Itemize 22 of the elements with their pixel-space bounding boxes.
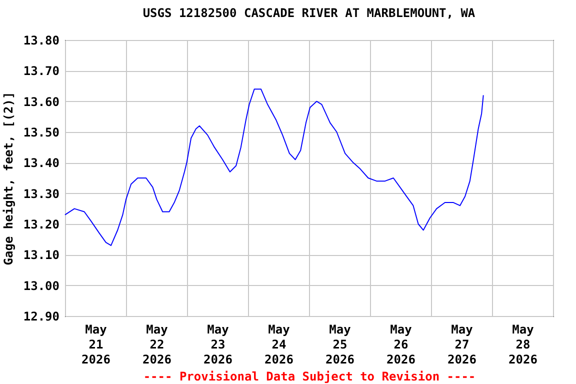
chart-title: USGS 12182500 CASCADE RIVER AT MARBLEMOUNT, WA	[142, 6, 476, 20]
y-tick-label: 13.70	[23, 64, 60, 78]
y-tick-label: 13.30	[23, 186, 60, 201]
y-tick-label: 13.10	[23, 248, 60, 262]
text: ---- Provisional Data Subject to Revision ----	[143, 370, 476, 384]
y-tick-label: 13.00	[23, 278, 60, 293]
x-tick-label: May 22 2026	[142, 322, 172, 366]
x-tick-label: May 24 2026	[264, 322, 294, 366]
x-tick-label: May 28 2026	[508, 322, 538, 366]
y-tick-label: 13.20	[23, 218, 60, 232]
y-axis-title: Gage height, feet, [(2)]	[1, 92, 16, 266]
x-tick-label: May 27 2026	[448, 322, 476, 366]
line-series	[64, 88, 484, 246]
y-tick-label: 13.80	[23, 34, 60, 48]
y-tick-label: 13.50	[23, 126, 60, 140]
x-tick-label: May 26 2026	[386, 322, 416, 366]
y-tick-label: 12.90	[23, 310, 60, 324]
x-tick-label: May 25 2026	[326, 322, 354, 366]
x-tick-label: May 23 2026	[204, 322, 232, 366]
y-tick-label: 13.60	[23, 94, 60, 109]
y-tick-label: 13.40	[23, 156, 60, 170]
x-tick-label: May 21 2026	[82, 322, 110, 366]
